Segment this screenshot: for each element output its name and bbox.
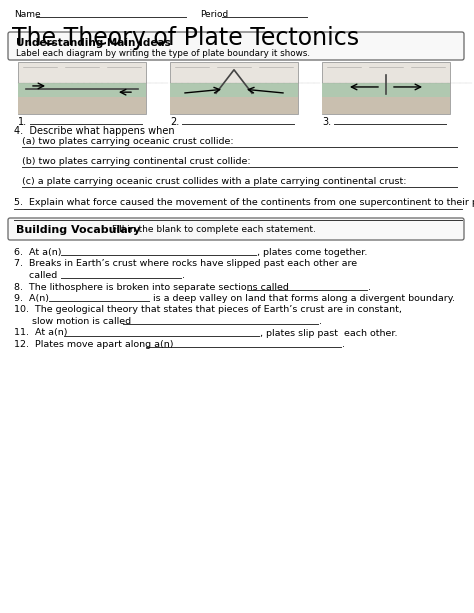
- Text: 9.  A(n): 9. A(n): [14, 294, 52, 303]
- Text: .: .: [368, 283, 371, 292]
- Text: 2.: 2.: [170, 117, 179, 127]
- Text: (c) a plate carrying oceanic crust collides with a plate carrying continental cr: (c) a plate carrying oceanic crust colli…: [22, 177, 407, 186]
- Text: Name: Name: [14, 10, 41, 19]
- Bar: [322, 97, 450, 114]
- Bar: [170, 83, 298, 97]
- Text: .: .: [342, 340, 345, 349]
- Text: , plates slip past  each other.: , plates slip past each other.: [260, 329, 398, 338]
- Bar: [18, 62, 146, 114]
- Text: slow motion is called: slow motion is called: [14, 317, 134, 326]
- Text: 12.  Plates move apart along a(n): 12. Plates move apart along a(n): [14, 340, 176, 349]
- Text: 1.: 1.: [18, 117, 27, 127]
- Text: Label each diagram by writing the type of plate boundary it shows.: Label each diagram by writing the type o…: [16, 49, 310, 58]
- Text: 10.  The geological theory that states that pieces of Earth’s crust are in const: 10. The geological theory that states th…: [14, 305, 402, 314]
- Bar: [18, 97, 146, 114]
- Text: , plates come together.: , plates come together.: [256, 248, 367, 257]
- Text: 5.  Explain what force caused the movement of the continents from one superconti: 5. Explain what force caused the movemen…: [14, 198, 474, 207]
- Text: Period: Period: [200, 10, 228, 19]
- Text: 3.: 3.: [322, 117, 331, 127]
- Text: .: .: [182, 271, 184, 280]
- Bar: [170, 62, 298, 114]
- Text: (b) two plates carrying continental crust collide:: (b) two plates carrying continental crus…: [22, 157, 251, 166]
- Text: 7.  Breaks in Earth’s crust where rocks have slipped past each other are: 7. Breaks in Earth’s crust where rocks h…: [14, 259, 357, 268]
- Text: called: called: [14, 271, 60, 280]
- Text: Fill in the blank to complete each statement.: Fill in the blank to complete each state…: [112, 225, 316, 234]
- Text: 11.  At a(n): 11. At a(n): [14, 329, 71, 338]
- Bar: [18, 83, 146, 97]
- Text: 6.  At a(n): 6. At a(n): [14, 248, 64, 257]
- FancyBboxPatch shape: [8, 32, 464, 60]
- Text: 4.  Describe what happens when: 4. Describe what happens when: [14, 126, 174, 136]
- FancyBboxPatch shape: [8, 218, 464, 240]
- Text: Understanding Main Ideas: Understanding Main Ideas: [16, 38, 171, 48]
- Text: .: .: [319, 317, 322, 326]
- Text: The Theory of Plate Tectonics: The Theory of Plate Tectonics: [12, 26, 359, 50]
- Bar: [322, 83, 450, 97]
- Text: is a deep valley on land that forms along a divergent boundary.: is a deep valley on land that forms alon…: [150, 294, 455, 303]
- Text: 8.  The lithosphere is broken into separate sections called: 8. The lithosphere is broken into separa…: [14, 283, 292, 292]
- Text: (a) two plates carrying oceanic crust collide:: (a) two plates carrying oceanic crust co…: [22, 137, 234, 146]
- Text: Building Vocabulary: Building Vocabulary: [16, 225, 140, 235]
- Bar: [322, 62, 450, 114]
- Bar: [170, 97, 298, 114]
